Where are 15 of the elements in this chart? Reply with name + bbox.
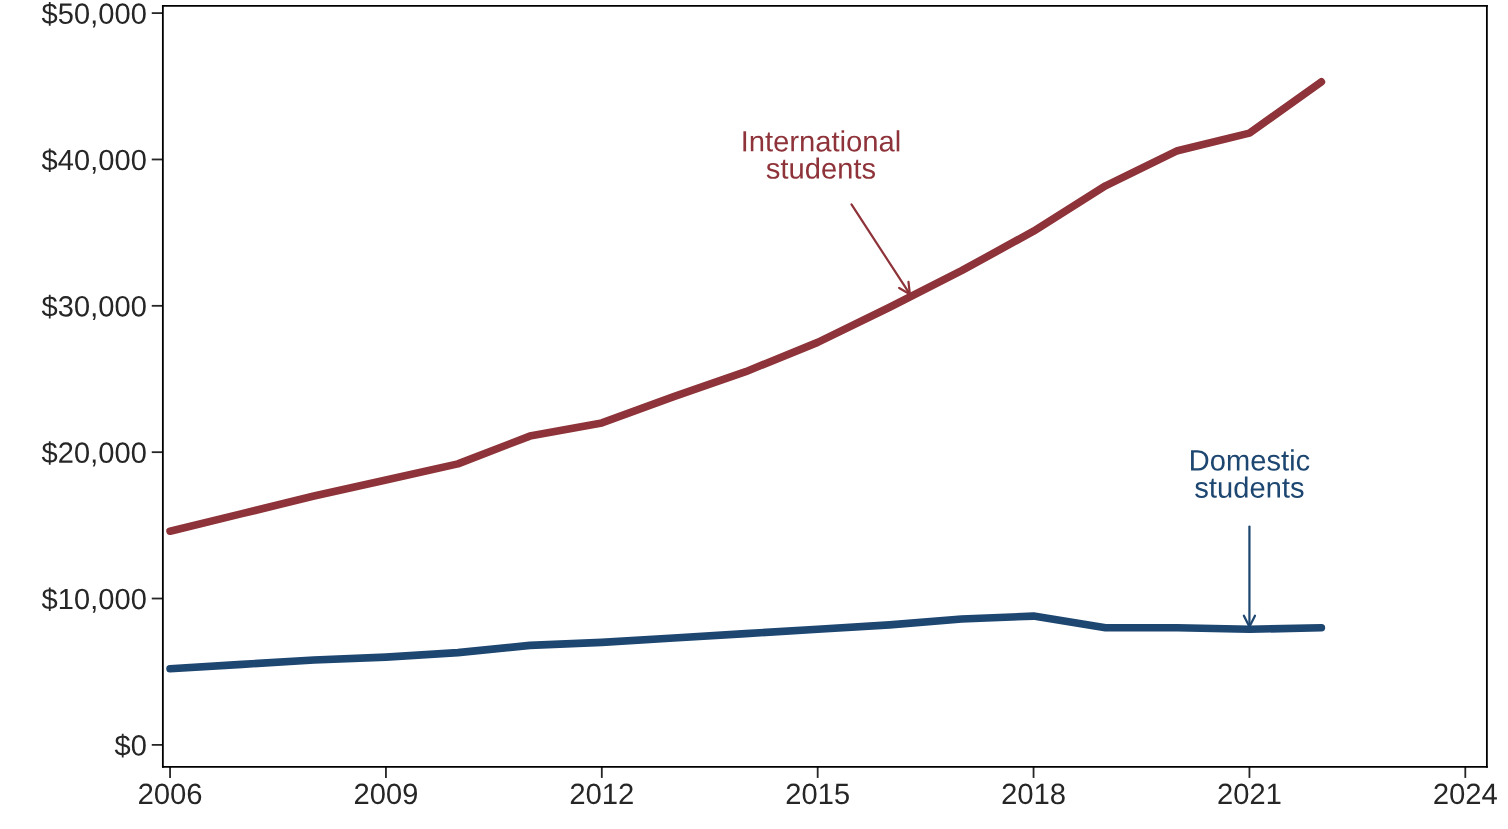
y-tick-label: $30,000 bbox=[41, 294, 146, 321]
x-tick-label: 2021 bbox=[1218, 783, 1281, 805]
y-tick-label: $50,000 bbox=[41, 2, 146, 28]
x-tick-label: 2006 bbox=[139, 783, 202, 805]
x-tick-label: 2012 bbox=[570, 783, 633, 805]
x-tick-label: 2015 bbox=[786, 783, 849, 805]
x-tick-label: 2018 bbox=[1002, 783, 1065, 805]
y-tick-label: $10,000 bbox=[41, 587, 146, 613]
y-tick-label: $20,000 bbox=[41, 441, 146, 467]
x-tick-label: 2024 bbox=[1434, 783, 1497, 805]
y-tick-label: $0 bbox=[114, 733, 146, 758]
annotation: International students bbox=[743, 130, 900, 179]
y-tick-label: $40,000 bbox=[41, 148, 146, 174]
annotation: Domestic students bbox=[1191, 449, 1310, 498]
x-tick-label: 2009 bbox=[354, 783, 417, 805]
